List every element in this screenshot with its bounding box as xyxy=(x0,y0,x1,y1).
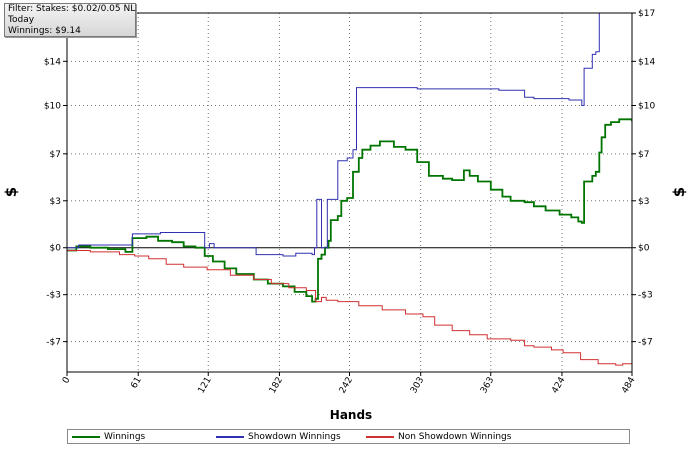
y-tick-label-right: $10 xyxy=(638,102,655,112)
series-layer xyxy=(67,13,632,366)
y-tick-label-left: -$7 xyxy=(46,338,61,348)
y-tick-label-left: -$3 xyxy=(46,291,61,301)
x-tick-label: 303 xyxy=(409,376,426,396)
y-tick-label-right: $0 xyxy=(638,244,650,254)
y-tick-label-left: $3 xyxy=(50,197,61,207)
x-tick-label: 121 xyxy=(197,376,214,396)
y-tick-label-right: $14 xyxy=(638,57,655,67)
period-text: Today xyxy=(8,15,35,25)
legend-swatch-showdown xyxy=(216,435,244,438)
x-tick-label: 61 xyxy=(129,376,143,391)
x-tick-label: 242 xyxy=(338,376,355,396)
legend-item-showdown: Showdown Winnings xyxy=(216,431,341,443)
x-tick-label: 363 xyxy=(479,376,496,396)
legend-label-non-showdown: Non Showdown Winnings xyxy=(398,432,512,442)
series-non-showdown-line xyxy=(67,250,632,366)
legend-label-winnings: Winnings xyxy=(104,432,146,442)
y-tick-label-right: $7 xyxy=(638,150,649,160)
y-tick-label-right: -$7 xyxy=(638,338,653,348)
filter-info-box: Filter: Stakes: $0.02/0.05 NL Today Winn… xyxy=(4,3,136,37)
series-winnings-line xyxy=(67,118,632,303)
x-tick-label: 0 xyxy=(61,375,73,385)
legend-swatch-non-showdown xyxy=(366,435,394,438)
y-tick-label-left: $7 xyxy=(50,150,61,160)
right-axis: $17 $14 $10 $7 $3 $0 -$3 -$7 xyxy=(632,9,655,348)
y-tick-label-left: $10 xyxy=(44,102,61,112)
y-tick-label-left: $14 xyxy=(44,57,61,67)
x-tick-label: 484 xyxy=(620,375,637,395)
filter-text: Filter: Stakes: $0.02/0.05 NL xyxy=(8,4,136,14)
chart-legend: Winnings Showdown Winnings Non Showdown … xyxy=(67,429,630,444)
y-axis-label-right: $ xyxy=(670,187,688,197)
y-axis-label-left: $ xyxy=(2,187,20,197)
x-axis-label: Hands xyxy=(330,408,372,422)
x-tick-label: 424 xyxy=(550,375,567,395)
y-tick-label-left: $0 xyxy=(50,244,62,254)
y-tick-label-right: $3 xyxy=(638,197,649,207)
legend-item-non-showdown: Non Showdown Winnings xyxy=(366,431,511,443)
y-tick-label-right: -$3 xyxy=(638,291,653,301)
legend-label-showdown: Showdown Winnings xyxy=(248,432,341,442)
y-tick-label-right: $17 xyxy=(638,9,655,19)
legend-swatch-winnings xyxy=(72,435,100,438)
legend-item-winnings: Winnings xyxy=(72,431,145,443)
x-tick-label: 182 xyxy=(268,376,285,396)
left-axis: $17$14$10$7$3$0-$3-$7 xyxy=(44,9,67,348)
x-axis: 0 61 121 182 242 303 363 424 484 xyxy=(61,372,638,395)
series-showdown-line xyxy=(67,13,600,257)
plot-frame xyxy=(66,12,633,373)
winnings-text: Winnings: $9.14 xyxy=(8,26,81,36)
grid-layer xyxy=(67,13,632,372)
